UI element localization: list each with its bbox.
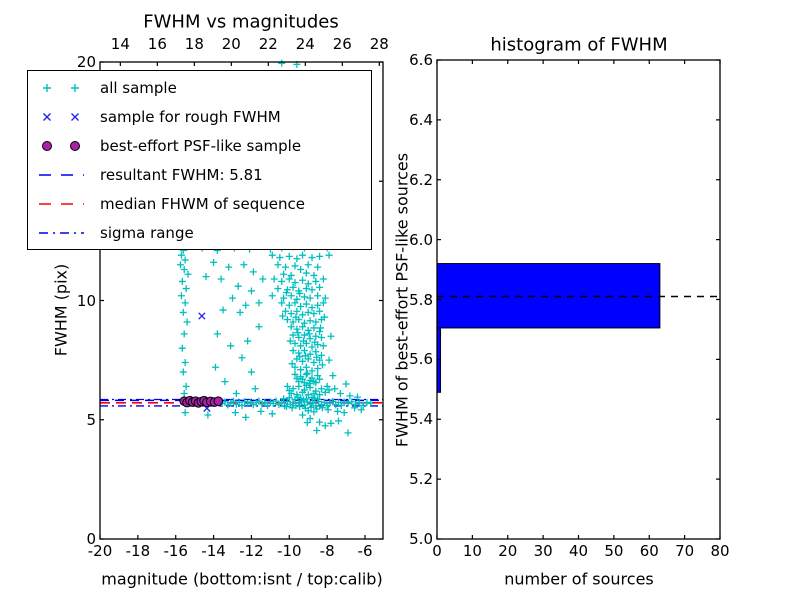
legend-marker-dashdot-line-icon bbox=[39, 231, 84, 234]
legend-label: all sample bbox=[100, 78, 177, 97]
legend-marker-red-dashed-line-icon bbox=[39, 202, 84, 205]
legend-marker-x-icon bbox=[43, 112, 79, 121]
legend-label: sample for rough FWHM bbox=[100, 107, 281, 126]
legend-entry-resultant-fwhm: resultant FWHM: 5.81 bbox=[28, 161, 371, 189]
legend-label: resultant FWHM: 5.81 bbox=[100, 165, 263, 184]
legend-label: best-effort PSF-like sample bbox=[100, 136, 302, 155]
legend-entry-psf-sample: best-effort PSF-like sample bbox=[28, 132, 371, 160]
legend-marker-plus-icon bbox=[43, 83, 79, 92]
legend-entry-all-sample: all sample bbox=[28, 74, 371, 102]
legend-entry-median-fwhm: median FHWM of sequence bbox=[28, 190, 371, 218]
legend-entry-rough-fwhm: sample for rough FWHM bbox=[28, 103, 371, 131]
legend-box: all sample sample for rough FWHM best-ef… bbox=[27, 70, 372, 250]
legend-entry-sigma-range: sigma range bbox=[28, 219, 371, 247]
legend-label: median FHWM of sequence bbox=[100, 194, 305, 213]
legend-marker-circle-icon bbox=[42, 140, 80, 151]
legend-label: sigma range bbox=[100, 223, 194, 242]
legend-marker-dashed-line-icon bbox=[39, 173, 84, 176]
